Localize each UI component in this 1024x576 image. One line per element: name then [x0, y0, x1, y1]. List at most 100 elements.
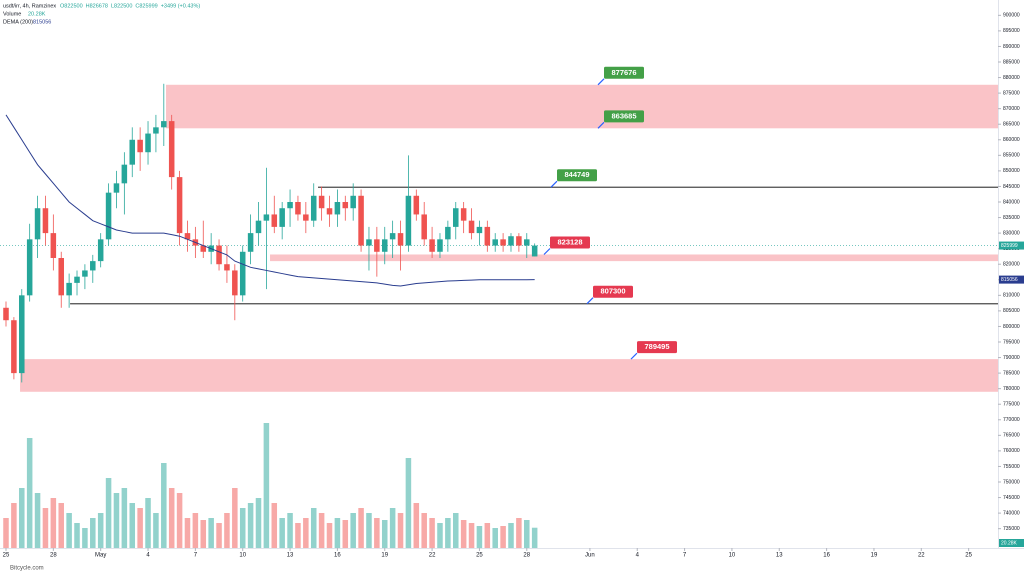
volume-bar [216, 523, 222, 548]
candle-body [161, 121, 167, 128]
candle-body [113, 183, 120, 193]
volume-bar [476, 526, 483, 548]
x-tick-label: 7 [194, 553, 198, 559]
candle-body [200, 245, 207, 252]
candle-body [310, 195, 317, 221]
volume-bar [468, 523, 475, 548]
candle-body [232, 270, 238, 296]
volume-legend: Volume [3, 11, 21, 17]
volume-bar [531, 527, 538, 548]
badge-connector [550, 180, 558, 188]
volume-bar [303, 518, 309, 548]
level-label: 789495 [644, 342, 669, 351]
level-label: 823128 [557, 237, 582, 246]
volume-bar [255, 498, 262, 548]
ohlc-value: C825999 [135, 3, 157, 9]
volume-bar [19, 488, 25, 548]
candle-body [374, 239, 380, 252]
badge-connector [597, 78, 605, 86]
candle-body [129, 139, 136, 165]
volume-bar [413, 503, 420, 548]
candle-body [3, 307, 9, 321]
candle-body [105, 192, 112, 240]
y-tick-label: 795000 [1003, 339, 1020, 345]
volume-bar [66, 513, 72, 548]
x-tick-label: 13 [776, 553, 783, 559]
candle-body [11, 320, 17, 374]
volume-bar [137, 508, 143, 548]
x-tick-label: 10 [239, 553, 246, 559]
candle-body [145, 133, 151, 153]
volume-bar [516, 518, 522, 548]
legend: usdt/irr, 4h, Ramzinex Volume 20.28K DEM… [3, 3, 200, 25]
candle-body [350, 195, 356, 209]
dema-legend-value: 815056 [33, 19, 51, 25]
volume-bar [247, 503, 254, 548]
y-tick-label: 765000 [1003, 433, 1020, 439]
candle-body [121, 164, 128, 184]
candle-body [326, 208, 333, 215]
candle-body [279, 208, 285, 227]
volume-bar [452, 513, 459, 548]
candle-body [176, 177, 183, 234]
x-tick-label: 13 [287, 553, 294, 559]
zone [270, 254, 998, 262]
y-tick-label: 800000 [1003, 324, 1020, 330]
candle-body [358, 195, 364, 246]
y-tick-label: 855000 [1003, 153, 1020, 159]
x-tick-label: 10 [729, 553, 736, 559]
candle-body [468, 220, 475, 234]
badge-connector [630, 352, 638, 360]
candle-body [484, 226, 491, 246]
volume-bar [310, 508, 317, 548]
volume-bar [34, 493, 41, 548]
level-label: 877676 [611, 68, 636, 77]
x-tick-label: 28 [50, 553, 57, 559]
volume-bar [105, 478, 112, 548]
x-tick-label: 19 [871, 553, 878, 559]
volume-bar [192, 513, 199, 548]
candle-body [184, 233, 191, 240]
y-tick-label: 755000 [1003, 464, 1020, 470]
level-badge [604, 66, 644, 79]
volume-bar [263, 423, 270, 548]
candle-body [437, 239, 443, 252]
level-badge [550, 236, 590, 249]
volume-bar [334, 518, 341, 548]
candle-body [421, 214, 427, 240]
candle-body [531, 245, 538, 257]
level-badge [593, 285, 633, 298]
volume-bar [342, 520, 349, 548]
x-tick-label: 19 [381, 553, 388, 559]
candle-body [271, 214, 278, 227]
x-tick-label: 22 [918, 553, 925, 559]
candle-body [255, 220, 262, 234]
volume-bar [389, 508, 396, 548]
volume-bar [318, 513, 325, 548]
y-tick-label: 785000 [1003, 370, 1020, 376]
x-tick-label: Jun [585, 553, 595, 559]
candle-body [397, 233, 404, 246]
y-tick-label: 865000 [1003, 122, 1020, 128]
y-tick-label: 850000 [1003, 168, 1020, 174]
x-tick-label: 28 [523, 553, 530, 559]
level-label: 844749 [564, 170, 589, 179]
x-tick-label: 25 [476, 553, 483, 559]
candle-body [287, 202, 293, 209]
candle-body [42, 208, 49, 234]
y-tick-label: 820000 [1003, 262, 1020, 268]
x-tick-label: 25 [965, 553, 972, 559]
y-tick-label: 900000 [1003, 13, 1020, 19]
volume-bar [239, 508, 246, 548]
candle-body [19, 295, 25, 374]
volume-bar [429, 518, 435, 548]
volume-bar [113, 493, 120, 548]
candle-body [34, 208, 41, 240]
volume-bar [358, 508, 364, 548]
candle-body [295, 202, 301, 215]
volume-bar [295, 523, 301, 548]
x-tick-label: May [95, 553, 106, 559]
candle-body [239, 251, 246, 296]
volume-bar [200, 520, 207, 548]
